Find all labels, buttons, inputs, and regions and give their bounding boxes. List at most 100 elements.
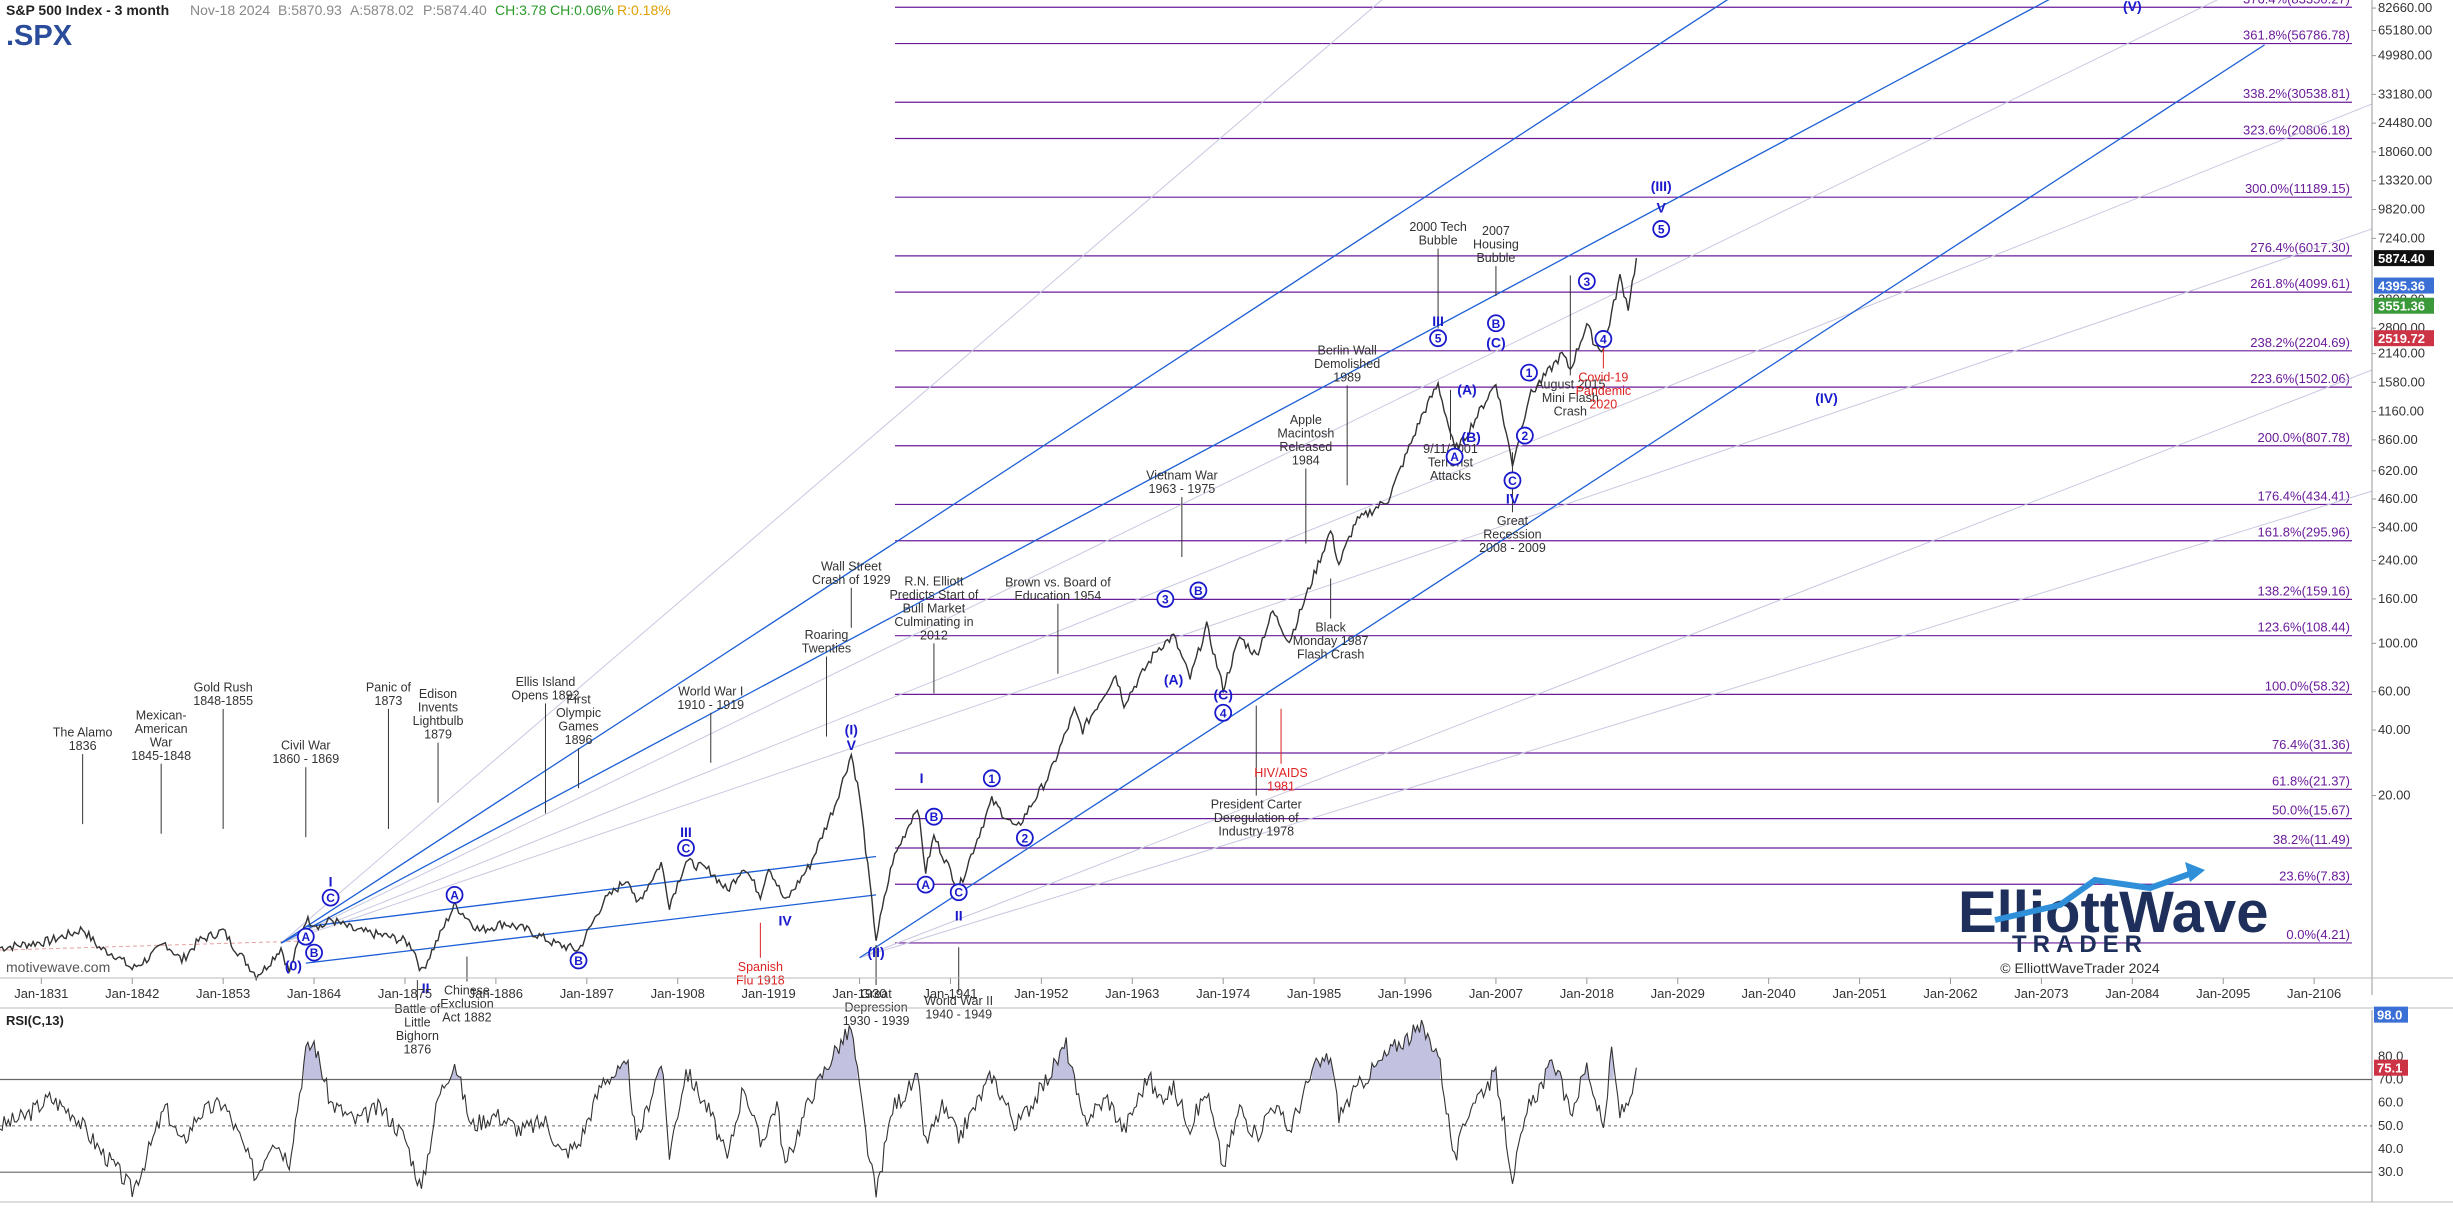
quote-change-pct: CH:0.06% bbox=[550, 2, 614, 18]
wave-label: (A) bbox=[1164, 671, 1183, 687]
price-tick-label: 160.00 bbox=[2378, 591, 2418, 606]
price-tick-label: 460.00 bbox=[2378, 491, 2418, 506]
event-label-line: Spanish bbox=[738, 960, 783, 974]
price-axis[interactable]: 82660.00 65180.00 49980.00 33180.00 24480.00… bbox=[2371, 0, 2434, 995]
fib-label: 138.2%(159.16) bbox=[2257, 583, 2350, 598]
wave-circle-icon bbox=[1515, 426, 1534, 445]
time-tick-label: Jan-2051 bbox=[1832, 986, 1886, 1001]
event-label-line: Panic of bbox=[366, 680, 412, 694]
wave-circle-icon bbox=[296, 927, 315, 946]
event-label-line: Little bbox=[404, 1016, 430, 1030]
event-label-line: Bull Market bbox=[903, 601, 966, 615]
quote-bid: B:5870.93 bbox=[278, 2, 342, 18]
price-badge bbox=[2374, 277, 2434, 294]
event-label-line: President Carter bbox=[1211, 798, 1302, 812]
fibonacci-levels: 376.4%(83350.27) 361.8%(56786.78) 338.2%(3… bbox=[895, 0, 2352, 944]
wave-label-text: 2 bbox=[1021, 831, 1028, 845]
wave-label: B bbox=[1487, 314, 1505, 333]
wave-label: B bbox=[569, 951, 588, 970]
event-label-line: Vietnam War bbox=[1146, 468, 1218, 482]
event-label-line: Chinese bbox=[444, 984, 490, 998]
price-tick-label: 340.00 bbox=[2378, 520, 2418, 535]
wave-label: III bbox=[1432, 313, 1444, 329]
wave-label: C bbox=[677, 839, 695, 857]
price-tick-label: 49980.00 bbox=[2378, 48, 2432, 63]
event-label-line: 2012 bbox=[920, 628, 948, 642]
time-tick-label: Jan-2095 bbox=[2196, 986, 2250, 1001]
event-label-line: Bighorn bbox=[396, 1029, 439, 1043]
event-label-line: 2000 Tech bbox=[1409, 220, 1467, 234]
rsi-line bbox=[0, 1019, 1637, 1198]
wave-circle-icon bbox=[1520, 363, 1538, 382]
event-label-line: Released bbox=[1279, 440, 1332, 454]
wave-label: (V) bbox=[2123, 0, 2142, 14]
wave-label: A bbox=[296, 927, 315, 946]
wave-label: II bbox=[422, 980, 430, 996]
channel-line bbox=[305, 855, 877, 928]
time-tick-label: Jan-1941 bbox=[923, 986, 977, 1001]
rsi-tick-label: 50.0 bbox=[2378, 1118, 2403, 1133]
wave-label: 4 bbox=[1214, 703, 1233, 722]
wave-label: 1 bbox=[982, 769, 1001, 788]
event-label-line: Monday 1987 bbox=[1293, 634, 1369, 648]
event-label-line: Macintosh bbox=[1277, 427, 1334, 441]
wave-label-text: A bbox=[450, 888, 459, 902]
event-label-line: 1896 bbox=[565, 733, 593, 747]
time-tick-label: Jan-1985 bbox=[1287, 986, 1341, 1001]
time-axis[interactable]: Jan-1831 Jan-1842 Jan-1853 Jan-1864 Jan-1875… bbox=[0, 977, 2453, 1009]
event-label-line: 1836 bbox=[69, 739, 97, 753]
wave-circle-icon bbox=[1487, 314, 1505, 333]
price-line bbox=[0, 258, 1638, 982]
event-label-line: 1963 - 1975 bbox=[1149, 482, 1216, 496]
logo-bottom-text: TRADER bbox=[2012, 931, 2148, 958]
event-label-line: Crash bbox=[1554, 404, 1587, 418]
wave-circle-icon bbox=[1594, 330, 1613, 348]
fib-label: 38.2%(11.49) bbox=[2273, 832, 2350, 847]
price-tick-label: 82660.00 bbox=[2378, 0, 2432, 15]
wave-label-text: A bbox=[301, 930, 310, 944]
wave-label: (B) bbox=[1461, 429, 1480, 445]
fib-label: 50.0%(15.67) bbox=[2272, 803, 2350, 818]
event-label-line: Great bbox=[1497, 514, 1529, 528]
time-tick-label: Jan-1996 bbox=[1378, 986, 1432, 1001]
fib-label: 100.0%(58.32) bbox=[2265, 678, 2350, 693]
price-tick-label: 60.00 bbox=[2378, 684, 2411, 699]
fib-label: 338.2%(30538.81) bbox=[2243, 86, 2350, 101]
fib-label: 200.0%(807.78) bbox=[2257, 430, 2350, 445]
event-label-line: 1930 - 1939 bbox=[843, 1014, 910, 1028]
time-tick-label: Jan-2040 bbox=[1742, 986, 1796, 1001]
wave-label: (II) bbox=[868, 944, 885, 960]
main-price-plot[interactable]: 376.4%(83350.27) 361.8%(56786.78) 338.2%(3… bbox=[0, 0, 2373, 1057]
fib-label: 161.8%(295.96) bbox=[2257, 525, 2350, 540]
price-tick-label: 860.00 bbox=[2378, 432, 2418, 447]
event-label-line: August 2015 bbox=[1535, 377, 1605, 391]
wave-label-text: III bbox=[1432, 313, 1444, 329]
wave-label: 3 bbox=[1577, 272, 1596, 291]
rsi-tick-label: 60.0 bbox=[2378, 1095, 2403, 1110]
rsi-panel[interactable]: RSI(C,13)98.080.070.060.050.040.030.098.… bbox=[0, 1006, 2453, 1203]
wave-label-text: IV bbox=[779, 913, 793, 929]
event-label-line: Gold Rush bbox=[194, 680, 253, 694]
wave-circle-icon bbox=[569, 951, 588, 970]
wave-label: V bbox=[1657, 199, 1667, 215]
time-tick-label: Jan-1952 bbox=[1014, 986, 1068, 1001]
event-label-line: R.N. Elliott bbox=[904, 574, 964, 588]
time-tick-label: Jan-1842 bbox=[105, 986, 159, 1001]
event-label-line: 1860 - 1869 bbox=[272, 752, 339, 766]
event-label-line: Housing bbox=[1473, 238, 1519, 252]
wave-label: II bbox=[955, 907, 963, 923]
wave-label-text: C bbox=[682, 841, 691, 855]
event-label-line: World War I bbox=[678, 684, 743, 698]
fib-label: 276.4%(6017.30) bbox=[2250, 240, 2350, 255]
event-label-line: Depression bbox=[844, 1000, 907, 1014]
